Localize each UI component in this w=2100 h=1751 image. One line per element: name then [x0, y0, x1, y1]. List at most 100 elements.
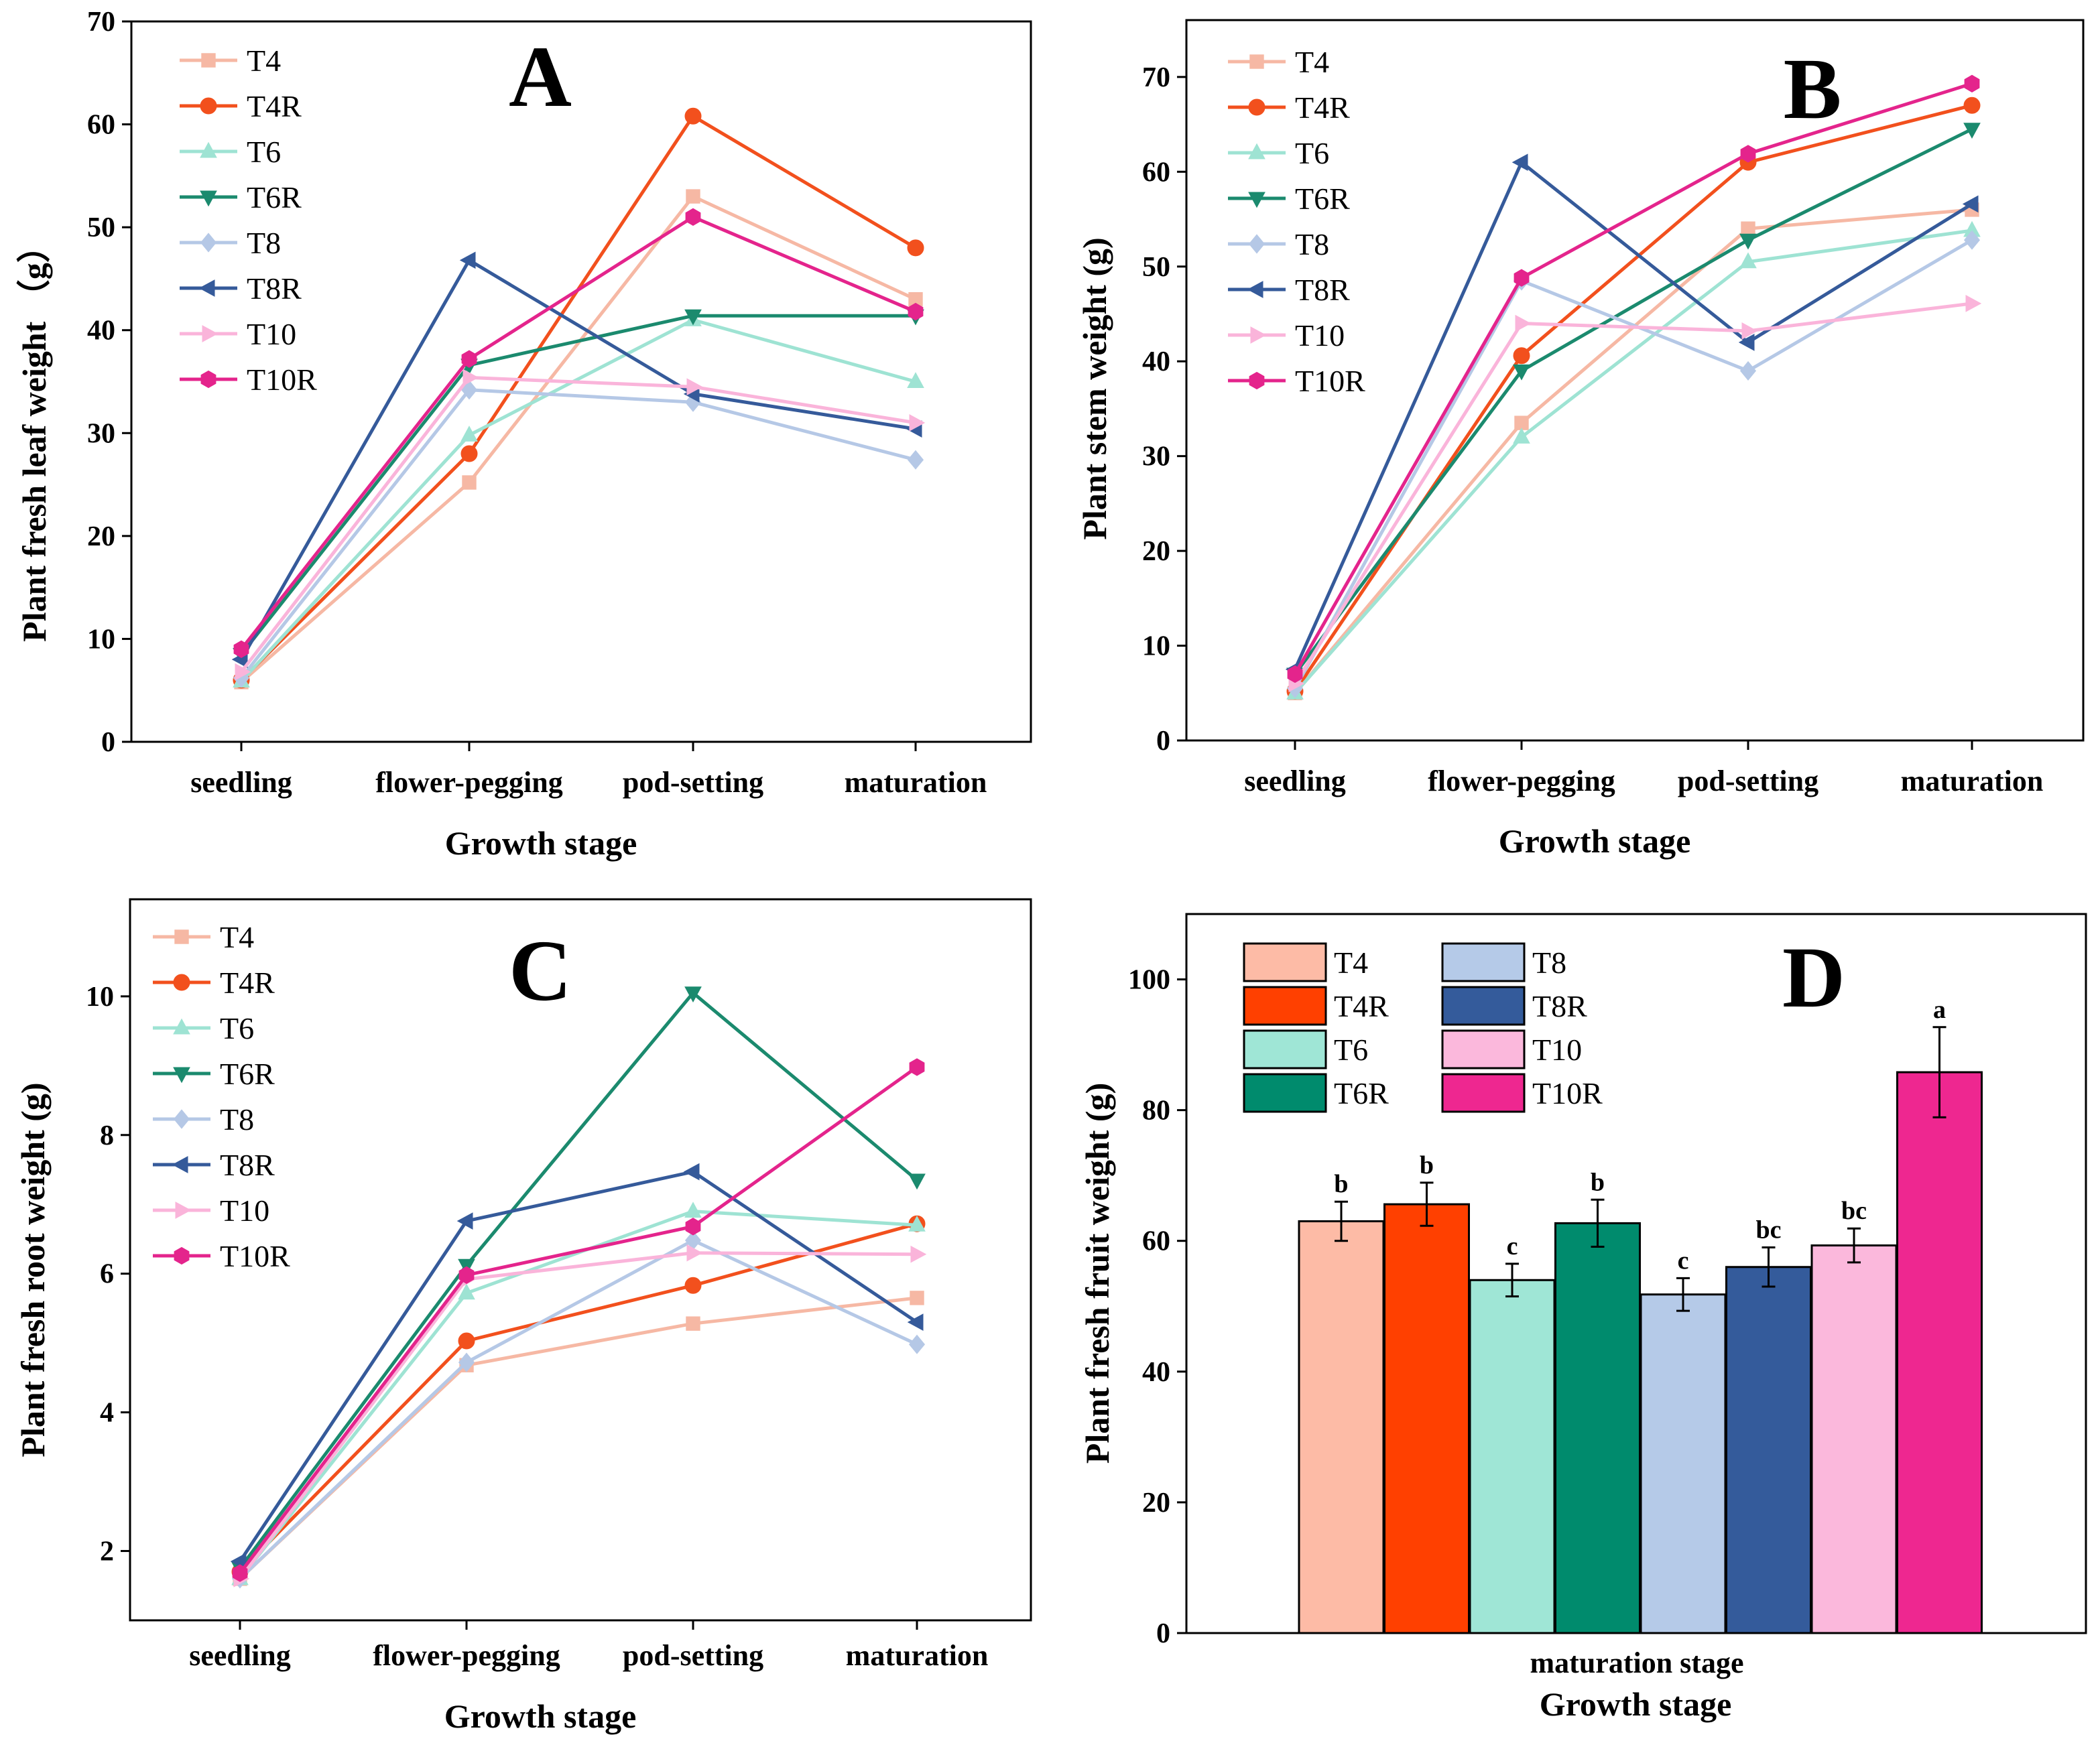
- panel-c-y-tick-label: 10: [86, 982, 114, 1013]
- panel-a-legend-label: T8: [247, 226, 281, 260]
- panel-b-legend-label: T4: [1295, 45, 1329, 79]
- panel-d-x-axis-title: Growth stage: [1540, 1685, 1732, 1723]
- panel-c-series-t8r-point: [907, 1313, 924, 1331]
- panel-a-series-t10r-point: [685, 208, 701, 226]
- panel-a-legend-label: T4: [247, 44, 281, 78]
- panel-a-x-tick-label: seedling: [190, 766, 292, 799]
- panel-b-series-t6-point: [1739, 252, 1757, 269]
- panel-c-legend-label: T10R: [220, 1239, 290, 1273]
- panel-d-y-tick-label: 40: [1142, 1357, 1170, 1388]
- panel-c-legend-label: T8R: [220, 1148, 275, 1182]
- panel-d-legend-label: T10: [1532, 1033, 1582, 1067]
- panel-c-legend-label: T8: [220, 1102, 254, 1137]
- panel-c-panel-letter: C: [509, 923, 572, 1019]
- panel-d-legend-label: T8: [1532, 946, 1566, 980]
- panel-a-series-t8r-point: [459, 251, 476, 269]
- panel-b-series-t8r-point: [1962, 195, 1979, 213]
- panel-d-legend-swatch: [1441, 942, 1526, 982]
- panel-b-y-tick-label: 60: [1142, 157, 1170, 188]
- panel-c-series-t4r-point: [458, 1332, 475, 1350]
- panel-b-y-tick-label: 30: [1142, 442, 1170, 472]
- panel-d-bar-t8: [1640, 1293, 1727, 1634]
- panel-d-legend-label: T4: [1334, 946, 1368, 980]
- panel-a-y-tick-label: 40: [87, 316, 115, 346]
- panel-a-legend-swatch-marker: [201, 53, 216, 68]
- panel-d-legend-label: T6R: [1334, 1076, 1389, 1110]
- panel-b-series-t10-point: [1741, 322, 1758, 340]
- panel-d-legend-swatch: [1243, 1029, 1327, 1069]
- panel-b-series-t10r-point: [1964, 74, 1980, 92]
- panel-b-series-t6r-line: [1293, 127, 1973, 675]
- panel-d-legend-swatch: [1243, 1073, 1327, 1113]
- panel-c-series-t8-point: [458, 1352, 475, 1372]
- panel-a-series-t10-line: [240, 375, 916, 673]
- panel-a-series-t6r-line: [240, 314, 916, 656]
- panel-a-legend-label: T10: [247, 317, 296, 351]
- panel-a-legend-swatch-marker: [202, 325, 219, 342]
- panel-a-y-tick-label: 60: [87, 110, 115, 141]
- panel-b-series-t6-point: [1513, 428, 1530, 444]
- panel-a-legend-swatch-marker: [200, 233, 217, 253]
- panel-c-series-t4-point: [686, 1316, 700, 1331]
- panel-d-y-tick-label: 100: [1128, 965, 1170, 996]
- panel-a-series-t8-line: [240, 388, 916, 679]
- panel-a-series-t10-point: [462, 369, 479, 387]
- panel-d-y-axis-title: Plant fresh fruit weight (g): [1078, 1083, 1116, 1464]
- panel-c-series-t8r-point: [683, 1163, 700, 1181]
- panel-d-bar-t6r-significance-label: b: [1591, 1168, 1605, 1196]
- panel-b-series-t6r-point: [1513, 364, 1530, 381]
- panel-d-legend-label: T4R: [1334, 989, 1389, 1023]
- panel-b-series-t10r-point: [1740, 145, 1756, 163]
- panel-c-series-t10r-point: [685, 1218, 701, 1236]
- panel-b-x-tick-label: maturation: [1901, 765, 2044, 797]
- panel-c-legend-swatch-marker: [172, 1156, 188, 1173]
- panel-c-y-tick-label: 2: [100, 1537, 114, 1567]
- panel-b-series-t10r-point: [1287, 665, 1303, 684]
- panel-a-y-tick-label: 30: [87, 418, 115, 449]
- panel-d-y-tick-label: 20: [1142, 1488, 1170, 1518]
- panel-c-x-tick-label: flower-pegging: [373, 1639, 560, 1672]
- panel-b-y-tick-label: 10: [1142, 631, 1170, 662]
- panel-b-legend-swatch-marker: [1248, 99, 1265, 116]
- panel-d-bar-t4r: [1383, 1203, 1470, 1634]
- panel-c-y-axis-title: Plant fresh root weight (g): [14, 1082, 52, 1457]
- panel-a-series-t4r-point: [684, 107, 702, 125]
- panel-d-legend-label: T8R: [1532, 989, 1587, 1023]
- panel-b-chart: 0 10 20 30 40 50 60 70 seedling flower-pegging pod…: [1076, 19, 2085, 860]
- panel-b-x-tick-label: pod-setting: [1678, 765, 1818, 797]
- panel-d-bar-t10-significance-label: bc: [1841, 1197, 1867, 1225]
- panel-a-series-t10r-line: [240, 215, 916, 651]
- panel-b-y-tick-label: 0: [1156, 726, 1170, 757]
- panel-c-series-t8r-point: [456, 1212, 473, 1230]
- panel-a-series-t6-line: [240, 318, 916, 683]
- panel-d-x-tick-label: maturation stage: [1530, 1646, 1744, 1679]
- panel-a-series-t6-point: [460, 426, 478, 442]
- panel-a-x-tick-label: maturation: [845, 766, 987, 799]
- panel-c-series-t8-line: [239, 1238, 918, 1580]
- panel-b-series-t10-line: [1293, 302, 1973, 685]
- panel-a-panel-letter: A: [509, 29, 572, 125]
- panel-b-x-tick-label: seedling: [1244, 765, 1346, 797]
- panel-b-y-tick-label: 40: [1142, 346, 1170, 377]
- panel-a-legend-swatch-marker: [200, 97, 217, 115]
- panel-b-series-t10-point: [1965, 295, 1982, 312]
- panel-d-panel-letter: D: [1782, 929, 1845, 1026]
- panel-b-series-t6r-point: [1739, 233, 1757, 250]
- panel-a-legend-label: T6: [247, 135, 281, 169]
- panel-c-legend-swatch-marker: [173, 974, 190, 991]
- panel-a-series-t4r-line: [240, 114, 917, 682]
- panel-b-y-tick-label: 50: [1142, 252, 1170, 283]
- panel-d-y-tick-label: 80: [1142, 1096, 1170, 1126]
- panel-d-bar-t4r-significance-label: b: [1420, 1151, 1434, 1179]
- panel-b-legend-swatch-marker: [1247, 281, 1263, 298]
- panel-c-series-t10-point: [686, 1244, 703, 1262]
- panel-d-bar-t6-significance-label: c: [1507, 1232, 1518, 1260]
- panel-a-series-t10-point: [235, 663, 251, 681]
- panel-a-series-t10r-point: [233, 640, 249, 658]
- panel-b-y-tick-label: 70: [1142, 62, 1170, 93]
- panel-c-x-axis-title: Growth stage: [444, 1697, 637, 1735]
- panel-c-series-t10r-line: [239, 1065, 918, 1575]
- panel-c-series-t6-point: [684, 1202, 702, 1218]
